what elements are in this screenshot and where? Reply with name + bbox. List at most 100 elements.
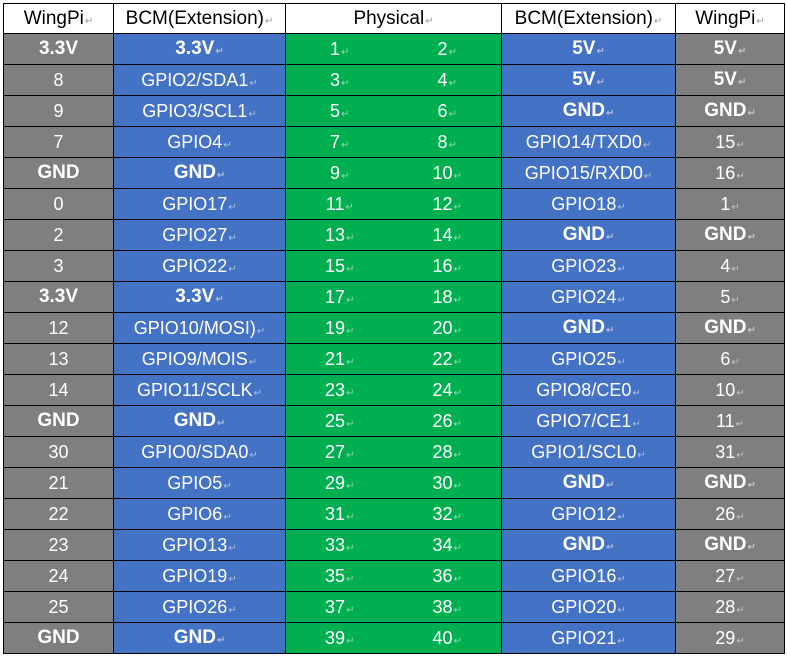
bcm-right-cell: GND↵: [501, 312, 677, 344]
bcm-left-cell: GPIO19↵: [113, 560, 286, 592]
gpio-pinout-table: WingPi↵ BCM(Extension)↵ Physical↵ BCM(Ex…: [3, 3, 786, 654]
paragraph-mark-icon: ↵: [617, 511, 626, 523]
paragraph-mark-icon: ↵: [736, 511, 745, 523]
table-row: GND GND↵ 9↵ 10↵ GPIO15/RXD0↵ 16↵: [3, 157, 786, 189]
physical-right-cell: 10↵: [393, 157, 503, 189]
physical-left-cell: 7↵: [285, 126, 394, 158]
bcm-right-cell: 5V↵: [501, 64, 677, 96]
table-row: 9 GPIO3/SCL1↵ 5↵ 6↵ GND↵ GND↵: [3, 95, 786, 127]
paragraph-mark-icon: ↵: [453, 511, 462, 523]
table-row: 8 GPIO2/SDA1↵ 3↵ 4↵ 5V↵ 5V↵: [3, 64, 786, 96]
cell-value: 8: [437, 131, 448, 152]
table-row: 3.3V 3.3V↵ 17↵ 18↵ GPIO24↵ 5↵: [3, 281, 786, 313]
physical-right-cell: 2↵: [393, 33, 503, 65]
cell-value: GPIO7/CE1: [536, 410, 632, 431]
paragraph-mark-icon: ↵: [617, 263, 626, 275]
paragraph-mark-icon: ↵: [453, 356, 462, 368]
cell-value: 31: [715, 441, 736, 462]
wingpi-right-cell: 15↵: [675, 126, 786, 158]
table-row: 22 GPIO6↵ 31↵ 32↵ GPIO12↵ 26↵: [3, 498, 786, 530]
cell-value: 29: [325, 472, 346, 493]
cell-value: GND: [173, 410, 216, 431]
wingpi-right-cell: 5V↵: [675, 33, 786, 65]
paragraph-mark-icon: ↵: [453, 294, 462, 306]
table-row: 3.3V 3.3V↵ 1↵ 2↵ 5V↵ 5V↵: [3, 33, 786, 65]
bcm-left-cell: GPIO27↵: [113, 219, 286, 251]
cell-value: 5V: [713, 69, 737, 90]
table-row: 24 GPIO19↵ 35↵ 36↵ GPIO16↵ 27↵: [3, 560, 786, 592]
wingpi-right-cell: GND↵: [675, 529, 786, 561]
cell-value: 25: [48, 596, 69, 617]
wingpi-right-cell: GND↵: [675, 467, 786, 499]
cell-value: 17: [325, 286, 346, 307]
header-label: WingPi: [23, 7, 84, 29]
paragraph-mark-icon: ↵: [453, 480, 462, 492]
paragraph-mark-icon: ↵: [346, 635, 355, 647]
cell-value: 16: [715, 162, 736, 183]
cell-value: GND: [562, 472, 605, 493]
wingpi-left-cell: 2: [3, 219, 114, 251]
paragraph-mark-icon: ↵: [84, 15, 94, 27]
paragraph-mark-icon: ↵: [617, 201, 626, 213]
cell-value: 24: [48, 565, 69, 586]
cell-value: 9: [53, 100, 64, 121]
paragraph-mark-icon: ↵: [346, 511, 355, 523]
cell-value: GND: [37, 627, 80, 648]
bcm-left-cell: 3.3V↵: [113, 33, 286, 65]
paragraph-mark-icon: ↵: [637, 449, 646, 461]
paragraph-mark-icon: ↵: [596, 77, 605, 88]
header-wingpi-right: WingPi↵: [675, 3, 786, 34]
cell-value: 32: [432, 503, 453, 524]
cell-value: 13: [325, 224, 346, 245]
cell-value: GPIO19: [162, 565, 228, 586]
cell-value: GND: [37, 410, 80, 431]
paragraph-mark-icon: ↵: [453, 263, 462, 275]
table-row: 0 GPIO17↵ 11↵ 12↵ GPIO18↵ 1↵: [3, 188, 786, 220]
cell-value: 15: [325, 255, 346, 276]
cell-value: 7: [330, 131, 341, 152]
header-label: BCM(Extension): [125, 7, 264, 29]
cell-value: 0: [53, 193, 64, 214]
cell-value: GND: [704, 317, 747, 338]
bcm-left-cell: GND↵: [113, 157, 286, 189]
physical-right-cell: 18↵: [393, 281, 503, 313]
paragraph-mark-icon: ↵: [632, 418, 641, 430]
header-label: WingPi: [695, 7, 756, 29]
table-row: 3 GPIO22↵ 15↵ 16↵ GPIO23↵ 4↵: [3, 250, 786, 282]
cell-value: 35: [325, 565, 346, 586]
cell-value: 19: [325, 317, 346, 338]
table-row: 21 GPIO5↵ 29↵ 30↵ GND↵ GND↵: [3, 467, 786, 499]
paragraph-mark-icon: ↵: [346, 232, 355, 244]
cell-value: 23: [325, 379, 346, 400]
wingpi-left-cell: 22: [3, 498, 114, 530]
bcm-right-cell: 5V↵: [501, 33, 677, 65]
physical-right-cell: 20↵: [393, 312, 503, 344]
cell-value: 20: [432, 317, 453, 338]
wingpi-right-cell: 26↵: [675, 498, 786, 530]
bcm-left-cell: 3.3V↵: [113, 281, 286, 313]
cell-value: 4: [437, 69, 448, 90]
table-row: 25 GPIO26↵ 37↵ 38↵ GPIO20↵ 28↵: [3, 591, 786, 623]
physical-right-cell: 28↵: [393, 436, 503, 468]
bcm-left-cell: GPIO3/SCL1↵: [113, 95, 286, 127]
paragraph-mark-icon: ↵: [448, 108, 457, 120]
cell-value: GND: [704, 472, 747, 493]
bcm-right-cell: GND↵: [501, 95, 677, 127]
paragraph-mark-icon: ↵: [642, 139, 652, 151]
paragraph-mark-icon: ↵: [617, 635, 626, 647]
cell-value: 11: [325, 193, 345, 214]
paragraph-mark-icon: ↵: [453, 573, 462, 585]
bcm-right-cell: GPIO15/RXD0↵: [501, 157, 677, 189]
cell-value: 21: [48, 472, 69, 493]
paragraph-mark-icon: ↵: [448, 139, 457, 151]
bcm-right-cell: GPIO1/SCL0↵: [501, 436, 677, 468]
wingpi-left-cell: 9: [3, 95, 114, 127]
paragraph-mark-icon: ↵: [216, 635, 226, 646]
paragraph-mark-icon: ↵: [731, 263, 740, 275]
wingpi-right-cell: 5↵: [675, 281, 786, 313]
physical-left-cell: 21↵: [285, 343, 394, 375]
physical-left-cell: 29↵: [285, 467, 394, 499]
header-bcm-left: BCM(Extension)↵: [113, 3, 286, 34]
paragraph-mark-icon: ↵: [453, 635, 462, 647]
wingpi-left-cell: 30: [3, 436, 114, 468]
